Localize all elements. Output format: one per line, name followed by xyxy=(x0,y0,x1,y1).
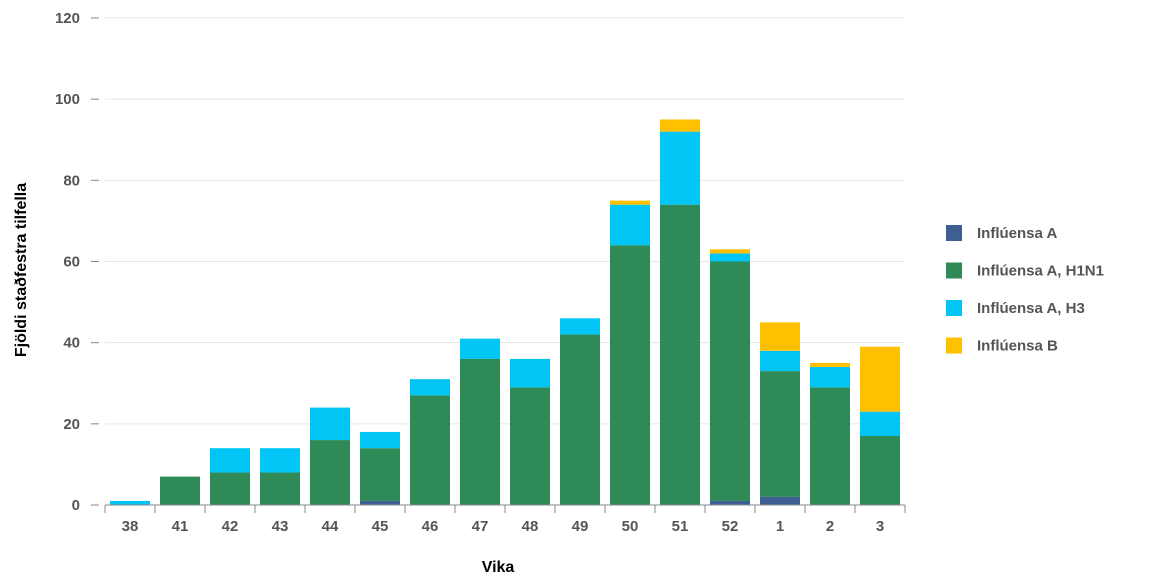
y-tick-label: 60 xyxy=(63,254,80,271)
bar-segment xyxy=(360,500,400,505)
bar-segment xyxy=(310,440,350,505)
y-axis-ticks: 0 20 40 60 80 100 120 xyxy=(55,10,99,514)
y-tick-label: 20 xyxy=(63,416,80,433)
y-tick-label: 100 xyxy=(55,91,80,108)
legend-label: Inflúensa A, H1N1 xyxy=(977,263,1104,280)
x-tick-label: 42 xyxy=(222,518,239,535)
bar-segment xyxy=(160,476,200,505)
bar-segment xyxy=(460,358,500,505)
bar-segment xyxy=(860,411,900,437)
legend-label: Inflúensa A, H3 xyxy=(977,300,1085,317)
bar-segment xyxy=(410,379,450,396)
x-tick-label: 46 xyxy=(422,518,439,535)
bar-segment xyxy=(560,318,600,335)
bar-segment xyxy=(810,387,850,505)
bar-segment xyxy=(660,131,700,205)
y-axis-title: Fjöldi staðfestra tilfella xyxy=(13,183,30,357)
x-tick-label: 51 xyxy=(672,518,689,535)
legend-swatch xyxy=(946,262,962,279)
bar-segment xyxy=(610,204,650,246)
legend: Inflúensa A Inflúensa A, H1N1 Inflúensa A,… xyxy=(946,225,1104,355)
bar-segment xyxy=(760,350,800,372)
bar-segment xyxy=(810,367,850,388)
bar-segment xyxy=(260,448,300,473)
bar-segment xyxy=(860,436,900,505)
x-axis-title: Vika xyxy=(482,559,515,576)
bar-segment xyxy=(360,431,400,449)
bar-segment xyxy=(760,322,800,351)
x-tick-label: 47 xyxy=(472,518,489,535)
bar-segment xyxy=(310,407,350,441)
bars xyxy=(110,119,900,505)
x-tick-label: 3 xyxy=(876,518,884,535)
legend-label: Inflúensa A xyxy=(977,225,1057,242)
x-tick-label: 50 xyxy=(622,518,639,535)
bar-segment xyxy=(360,448,400,501)
x-tick-label: 2 xyxy=(826,518,834,535)
legend-label: Inflúensa B xyxy=(977,338,1058,355)
y-tick-label: 80 xyxy=(63,172,80,189)
bar-segment xyxy=(210,448,250,473)
bar-segment xyxy=(760,371,800,497)
bar-segment xyxy=(510,387,550,505)
legend-swatch xyxy=(946,300,962,316)
x-tick-label: 43 xyxy=(272,518,289,535)
bar-segment xyxy=(710,500,750,505)
bar-segment xyxy=(810,362,850,368)
bar-segment xyxy=(610,245,650,505)
bar-segment xyxy=(510,358,550,388)
x-tick-label: 1 xyxy=(776,518,784,535)
bar-segment xyxy=(660,204,700,505)
x-tick-label: 38 xyxy=(122,518,139,535)
bar-segment xyxy=(460,338,500,359)
bar-segment xyxy=(210,472,250,505)
bar-segment xyxy=(110,500,150,505)
x-tick-label: 52 xyxy=(722,518,739,535)
bar-segment xyxy=(610,200,650,205)
x-axis-ticks: 38 41 42 43 44 45 46 47 48 49 50 51 52 1 2 3 xyxy=(104,505,906,535)
y-tick-label: 40 xyxy=(63,335,80,352)
x-tick-label: 44 xyxy=(322,518,339,535)
legend-swatch xyxy=(946,337,962,354)
bar-segment xyxy=(560,334,600,505)
y-tick-label: 120 xyxy=(55,10,80,27)
bar-segment xyxy=(260,472,300,505)
x-tick-label: 48 xyxy=(522,518,539,535)
bar-segment xyxy=(760,496,800,505)
bar-segment xyxy=(710,261,750,501)
x-tick-label: 45 xyxy=(372,518,389,535)
bar-segment xyxy=(660,119,700,132)
bar-segment xyxy=(710,253,750,262)
bar-segment xyxy=(710,249,750,254)
bar-segment xyxy=(860,346,900,412)
x-tick-label: 41 xyxy=(172,518,189,535)
x-tick-label: 49 xyxy=(572,518,589,535)
bar-segment xyxy=(410,395,450,505)
y-tick-label: 0 xyxy=(72,497,80,514)
legend-swatch xyxy=(946,225,962,241)
